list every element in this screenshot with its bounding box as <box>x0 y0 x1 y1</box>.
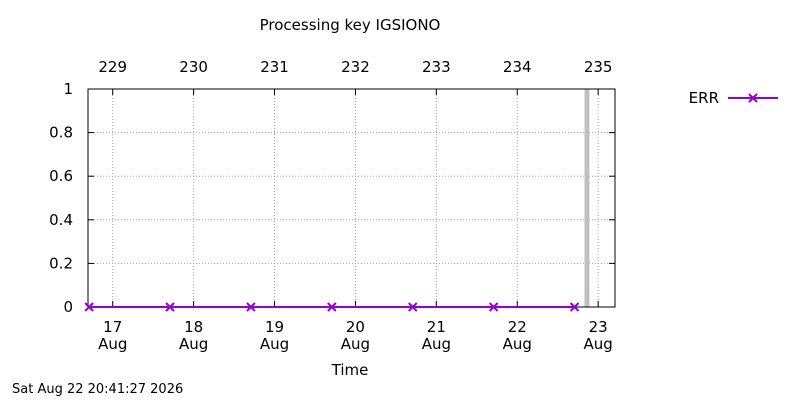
x-tick-month: Aug <box>583 335 612 353</box>
y-tick-label: 0.4 <box>49 211 73 229</box>
y-tick-label: 0.8 <box>49 124 73 142</box>
current-time-marker <box>584 89 590 307</box>
series-layer <box>84 302 580 312</box>
x-tick-month: Aug <box>503 335 532 353</box>
x-tick-month: Aug <box>341 335 370 353</box>
x-top-tick-label: 232 <box>341 58 370 76</box>
x-tick-day: 21 <box>427 318 446 336</box>
y-axis: 0 0.2 0.4 0.6 0.8 1 <box>49 80 615 316</box>
x-tick-month: Aug <box>422 335 451 353</box>
point-marker <box>488 302 499 312</box>
plot-frame <box>87 88 616 308</box>
x-tick-month: Aug <box>260 335 289 353</box>
x-tick-month: Aug <box>179 335 208 353</box>
y-tick-label: 0.6 <box>49 167 73 185</box>
y-tick-label: 0 <box>63 298 73 316</box>
y-tick-label: 0.2 <box>49 254 73 272</box>
legend-marker <box>748 93 758 103</box>
x-top-tick-label: 230 <box>179 58 208 76</box>
x-top-tick-label: 234 <box>503 58 532 76</box>
current-time-bar <box>584 89 590 307</box>
x-axis-top: 229 230 231 232 233 234 235 <box>98 58 612 95</box>
y-tick-label: 1 <box>63 80 73 98</box>
x-top-tick-label: 233 <box>422 58 451 76</box>
x-tick-day: 23 <box>589 318 608 336</box>
x-axis-label: Time <box>331 361 369 379</box>
legend-label: ERR <box>689 89 719 107</box>
data-point <box>488 302 499 312</box>
data-point <box>246 302 256 312</box>
point-marker <box>246 302 256 312</box>
point-marker <box>408 302 418 312</box>
x-tick-day: 17 <box>103 318 122 336</box>
data-point <box>165 302 175 312</box>
timestamp: Sat Aug 22 20:41:27 2026 <box>12 382 184 397</box>
point-marker <box>327 302 337 312</box>
data-point <box>84 302 94 312</box>
grid <box>88 89 615 307</box>
x-tick-day: 18 <box>184 318 203 336</box>
x-top-tick-label: 231 <box>260 58 289 76</box>
x-tick-month: Aug <box>98 335 127 353</box>
legend: ERR <box>689 89 778 107</box>
data-point <box>327 302 337 312</box>
x-tick-day: 20 <box>346 318 365 336</box>
x-top-tick-label: 235 <box>584 58 613 76</box>
x-tick-day: 19 <box>265 318 284 336</box>
data-point <box>569 302 580 312</box>
point-marker <box>84 302 94 312</box>
point-marker <box>569 302 580 312</box>
data-point <box>408 302 418 312</box>
x-top-tick-label: 229 <box>98 58 127 76</box>
x-tick-day: 22 <box>508 318 527 336</box>
chart-title: Processing key IGSIONO <box>260 16 441 34</box>
point-marker <box>165 302 175 312</box>
